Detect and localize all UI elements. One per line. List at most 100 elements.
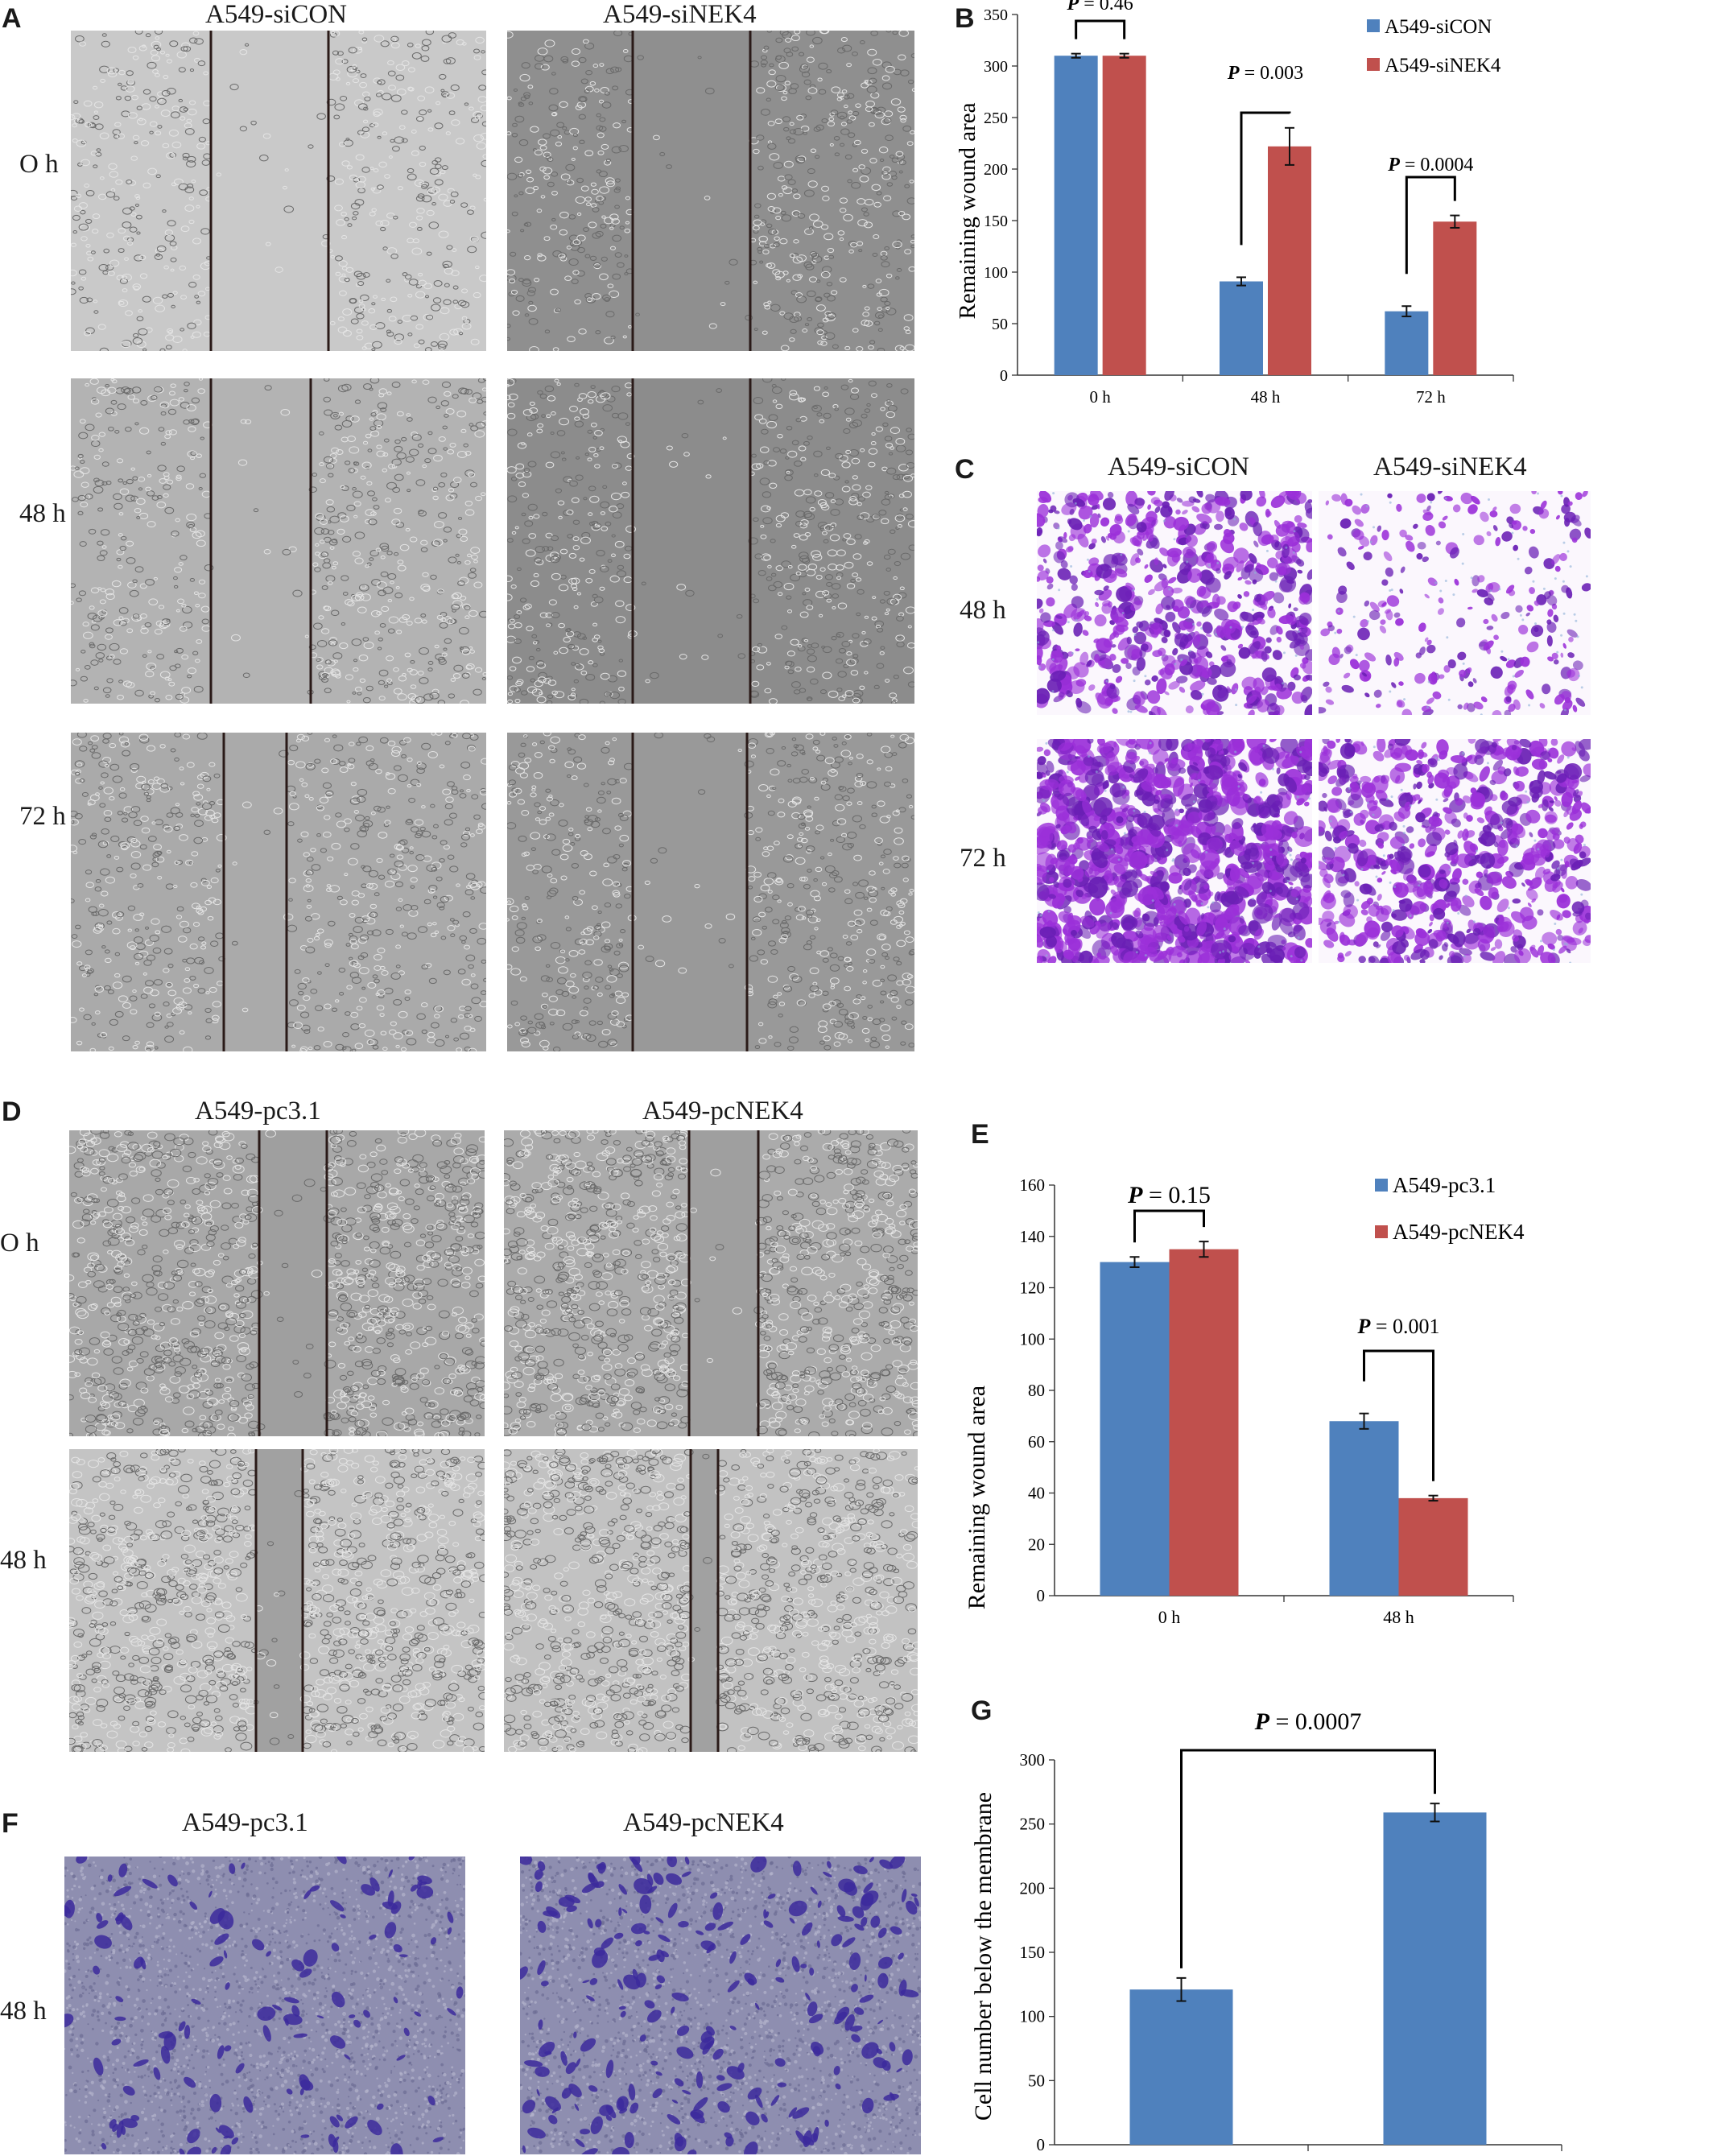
y-tick-label: 0 bbox=[1037, 2135, 1046, 2154]
bar bbox=[1100, 1262, 1170, 1596]
transwell-image-sinek4-48h bbox=[1319, 491, 1591, 715]
y-tick-label: 160 bbox=[1020, 1175, 1046, 1195]
chart-e-wound-area-pc: Remaining wound area P = 0.15 P = 0.001 0… bbox=[964, 1173, 1525, 1627]
bar bbox=[1329, 1421, 1399, 1596]
wound-image-sinek4-48h bbox=[507, 378, 914, 704]
panel-letter-d: D bbox=[2, 1097, 22, 1127]
legend-label: A549-pc3.1 bbox=[1393, 1173, 1496, 1197]
y-tick-label: 350 bbox=[984, 6, 1008, 24]
significance-bracket bbox=[1363, 1349, 1434, 1481]
legend-label: A549-pcNEK4 bbox=[1393, 1220, 1525, 1244]
panel-f-row-label-48h: 48 h bbox=[0, 1997, 47, 2026]
y-tick-label: 50 bbox=[1028, 2071, 1045, 2090]
transwell-image-pcnek4-48h bbox=[520, 1857, 921, 2154]
panel-d-row-label-0h: O h bbox=[0, 1229, 39, 1258]
wound-image-pcnek4-48h bbox=[504, 1449, 918, 1752]
legend-swatch bbox=[1367, 19, 1380, 32]
transwell-image-sinek4-72h bbox=[1319, 739, 1591, 963]
x-tick-label: 0 h bbox=[1090, 387, 1112, 407]
wound-image-sinek4-72h bbox=[507, 733, 914, 1051]
y-tick-label: 120 bbox=[1020, 1278, 1046, 1298]
bar bbox=[1398, 1497, 1468, 1596]
bar bbox=[1169, 1249, 1239, 1596]
y-tick-label: 80 bbox=[1028, 1381, 1045, 1400]
bar bbox=[1129, 1989, 1233, 2145]
panel-c-column-title-2: A549-siNEK4 bbox=[1373, 452, 1527, 481]
chart-g-y-axis-label: Cell number below the membrane bbox=[970, 1792, 997, 2121]
transwell-image-sicon-48h bbox=[1037, 491, 1312, 715]
transwell-image-pc31-48h bbox=[64, 1857, 465, 2154]
panel-d-column-title-2: A549-pcNEK4 bbox=[642, 1097, 803, 1125]
y-tick-label: 150 bbox=[1020, 1943, 1046, 1962]
x-tick-label: 0 h bbox=[1158, 1607, 1181, 1627]
chart-b-y-axis-label: Remaining wound area bbox=[955, 102, 980, 319]
y-tick-label: 20 bbox=[1028, 1534, 1045, 1554]
wound-image-pcnek4-0h bbox=[504, 1130, 918, 1436]
chart-g-cell-number: Cell number below the membrane P = 0.000… bbox=[970, 1708, 1562, 2154]
panel-letter-c: C bbox=[955, 454, 975, 485]
wound-image-sicon-72h bbox=[71, 733, 486, 1051]
panel-letter-e: E bbox=[971, 1119, 989, 1150]
panel-f-column-title-1: A549-pc3.1 bbox=[182, 1808, 308, 1837]
p-value-label: P = 0.003 bbox=[1227, 63, 1303, 84]
significance-bracket bbox=[1133, 1209, 1205, 1243]
panel-a-row-label-48h: 48 h bbox=[19, 499, 66, 528]
y-tick-label: 0 bbox=[1000, 367, 1008, 385]
y-tick-label: 200 bbox=[1020, 1878, 1046, 1898]
y-tick-label: 50 bbox=[992, 316, 1008, 333]
y-tick-label: 250 bbox=[984, 109, 1008, 127]
panel-c-row-label-48h: 48 h bbox=[960, 596, 1006, 625]
bar bbox=[1054, 56, 1098, 375]
y-tick-label: 300 bbox=[1020, 1750, 1046, 1770]
bar bbox=[1220, 281, 1263, 375]
wound-image-sicon-48h bbox=[71, 378, 486, 704]
chart-b-wound-area-si: Remaining wound area P = 0.46 P = 0.003 P … bbox=[955, 0, 1514, 407]
panel-d-row-label-48h: 48 h bbox=[0, 1546, 47, 1575]
x-tick-label: 48 h bbox=[1251, 387, 1281, 407]
transwell-image-sicon-72h bbox=[1037, 739, 1312, 963]
legend-swatch bbox=[1375, 1179, 1388, 1192]
significance-bracket bbox=[1240, 111, 1291, 246]
x-tick-label: 72 h bbox=[1416, 387, 1446, 407]
significance-bracket bbox=[1180, 1749, 1436, 1968]
y-tick-label: 140 bbox=[1020, 1227, 1046, 1246]
y-tick-label: 100 bbox=[984, 264, 1008, 282]
bar bbox=[1268, 146, 1311, 375]
legend-swatch bbox=[1367, 58, 1380, 71]
wound-image-pc31-0h bbox=[69, 1130, 485, 1436]
y-tick-label: 150 bbox=[984, 213, 1008, 230]
panel-letter-b: B bbox=[955, 3, 975, 34]
chart-e-y-axis-label: Remaining wound area bbox=[964, 1386, 990, 1609]
bar bbox=[1433, 221, 1477, 375]
bar bbox=[1102, 56, 1146, 375]
panel-letter-g: G bbox=[971, 1695, 993, 1726]
p-value-label: P = 0.15 bbox=[1127, 1182, 1211, 1208]
y-tick-label: 250 bbox=[1020, 1815, 1046, 1834]
panel-c-column-title-1: A549-siCON bbox=[1108, 452, 1250, 481]
p-value-label: P = 0.46 bbox=[1067, 0, 1133, 14]
panel-c-row-label-72h: 72 h bbox=[960, 844, 1006, 873]
y-tick-label: 100 bbox=[1020, 1329, 1046, 1349]
y-tick-label: 300 bbox=[984, 58, 1008, 76]
wound-image-sicon-0h bbox=[71, 31, 486, 351]
p-value-label: P = 0.0004 bbox=[1387, 155, 1473, 176]
y-tick-label: 0 bbox=[1037, 1586, 1046, 1605]
panel-d-column-title-1: A549-pc3.1 bbox=[195, 1097, 321, 1125]
y-tick-label: 60 bbox=[1028, 1432, 1045, 1452]
panel-a-row-label-0h: O h bbox=[19, 150, 59, 179]
panel-letter-f: F bbox=[2, 1808, 19, 1839]
panel-a-column-title-1: A549-siCON bbox=[205, 0, 348, 29]
x-tick-label: 48 h bbox=[1383, 1607, 1414, 1627]
p-value-label: P = 0.001 bbox=[1356, 1315, 1439, 1338]
wound-image-pc31-48h bbox=[69, 1449, 485, 1752]
bar bbox=[1383, 1812, 1487, 2145]
wound-image-sinek4-0h bbox=[507, 31, 914, 351]
y-tick-label: 100 bbox=[1020, 2007, 1046, 2026]
y-tick-label: 40 bbox=[1028, 1484, 1045, 1503]
legend-swatch bbox=[1375, 1225, 1388, 1238]
panel-a-column-title-2: A549-siNEK4 bbox=[603, 0, 757, 29]
panel-letter-a: A bbox=[2, 3, 22, 34]
panel-a-row-label-72h: 72 h bbox=[19, 802, 66, 831]
y-tick-label: 200 bbox=[984, 161, 1008, 179]
significance-bracket bbox=[1075, 19, 1126, 39]
